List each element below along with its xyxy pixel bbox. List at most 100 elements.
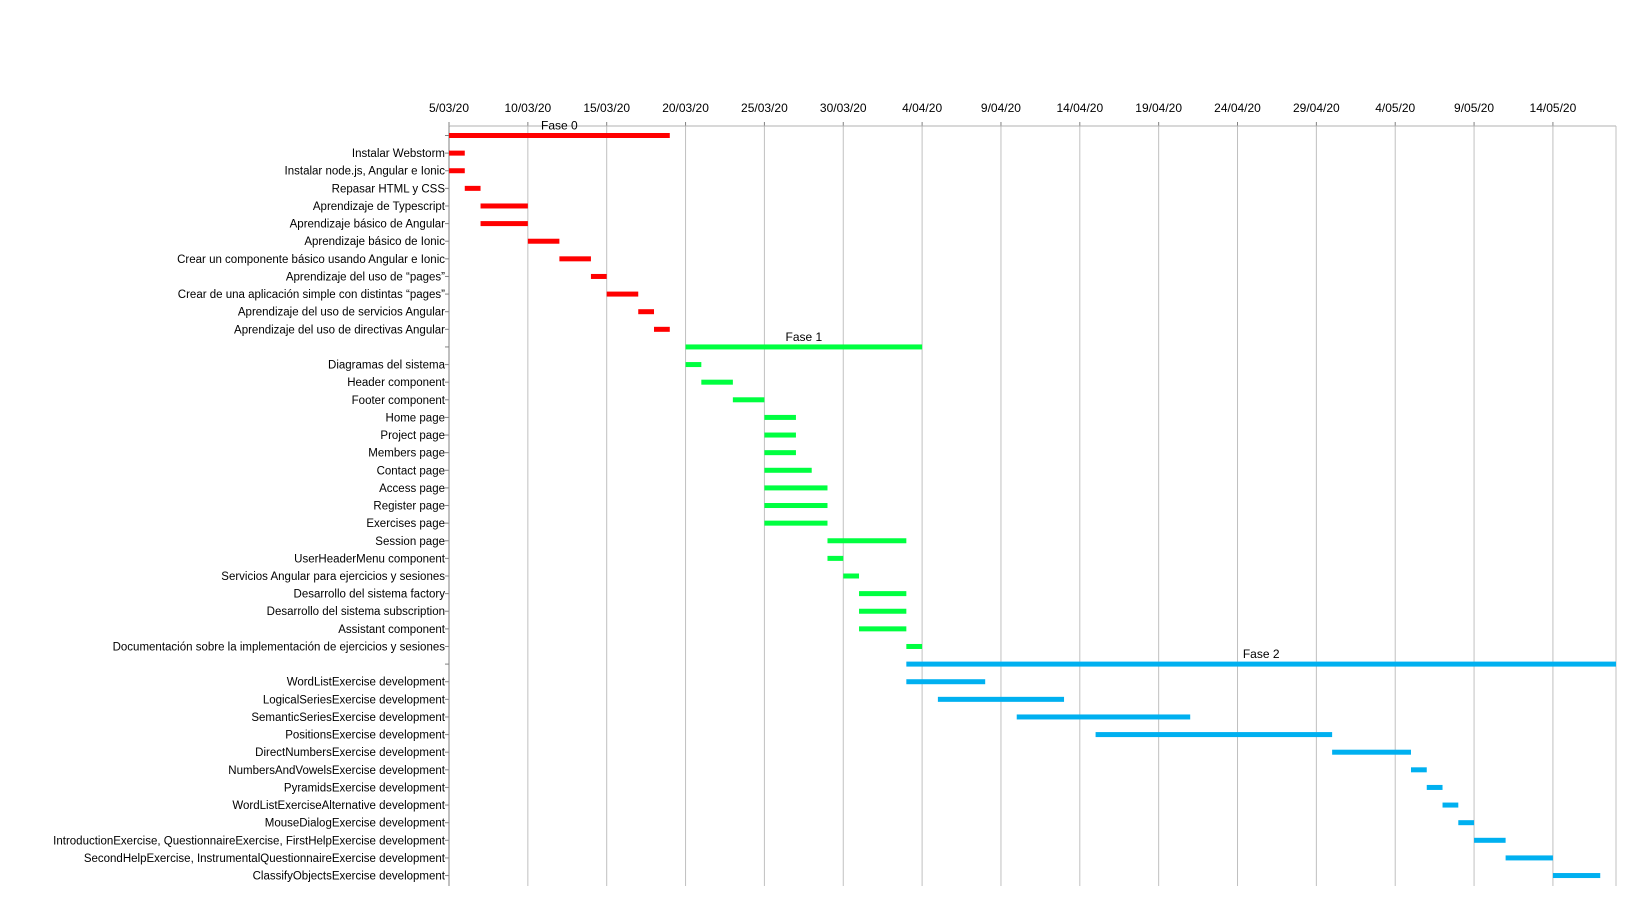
x-tick-label: 10/03/20 xyxy=(504,101,551,115)
task-label: Servicios Angular para ejercicios y sesi… xyxy=(221,571,445,583)
task-bar xyxy=(654,326,670,332)
task-label: Aprendizaje básico de Ionic xyxy=(304,236,445,248)
task-label: Register page xyxy=(373,501,445,513)
task-label: Members page xyxy=(368,448,445,460)
task-label: Aprendizaje del uso de “pages” xyxy=(286,271,445,283)
x-tick-label: 9/04/20 xyxy=(981,101,1021,115)
phase-summary-bar xyxy=(906,661,1616,667)
task-label: Desarrollo del sistema subscription xyxy=(267,606,445,618)
task-bar xyxy=(764,485,828,491)
x-tick-label: 30/03/20 xyxy=(820,101,867,115)
task-bar xyxy=(449,168,465,174)
x-tick-label: 19/04/20 xyxy=(1135,101,1182,115)
phase-bar-label: Fase 0 xyxy=(541,119,578,133)
task-bar xyxy=(1332,749,1411,755)
task-label: DirectNumbersExercise development xyxy=(255,747,446,759)
task-label: WordListExercise development xyxy=(287,677,446,689)
task-bar xyxy=(859,626,907,632)
task-bar xyxy=(638,309,655,315)
x-tick-label: 14/04/20 xyxy=(1056,101,1103,115)
task-bar xyxy=(685,362,702,368)
task-label: Contact page xyxy=(377,465,445,477)
task-bar xyxy=(1458,820,1475,826)
task-label: Header component xyxy=(347,377,446,389)
task-label: IntroductionExercise, QuestionnaireExerc… xyxy=(53,835,446,847)
x-tick-label: 20/03/20 xyxy=(662,101,709,115)
x-tick-label: 4/05/20 xyxy=(1375,101,1415,115)
task-bar xyxy=(590,273,607,279)
task-bar xyxy=(1095,732,1333,738)
task-bar xyxy=(1552,873,1601,879)
task-bar xyxy=(559,256,591,262)
task-bar xyxy=(827,538,907,544)
x-tick-label: 15/03/20 xyxy=(583,101,630,115)
task-label: Aprendizaje de Typescript xyxy=(313,201,446,213)
task-bar xyxy=(1442,802,1459,808)
task-bar xyxy=(843,573,860,579)
task-label: Repasar HTML y CSS xyxy=(332,183,446,195)
phase-bar-label: Fase 1 xyxy=(785,330,822,344)
task-bar xyxy=(480,221,528,227)
x-tick-label: 4/04/20 xyxy=(902,101,942,115)
task-label: Project page xyxy=(380,430,445,442)
task-bar xyxy=(764,503,828,509)
task-bar xyxy=(606,291,639,297)
x-tick-label: 14/05/20 xyxy=(1530,101,1577,115)
x-tick-label: 5/03/20 xyxy=(429,101,469,115)
task-label: MouseDialogExercise development xyxy=(265,818,446,830)
task-bar xyxy=(1505,855,1553,861)
task-label: SemanticSeriesExercise development xyxy=(251,712,445,724)
task-label: Desarrollo del sistema factory xyxy=(294,589,446,601)
task-label: WordListExerciseAlternative development xyxy=(232,800,445,812)
task-bar xyxy=(859,591,907,597)
task-label: Exercises page xyxy=(366,518,445,530)
task-label: Home page xyxy=(386,412,445,424)
task-label: Crear un componente básico usando Angula… xyxy=(177,254,445,266)
x-tick-label: 25/03/20 xyxy=(741,101,788,115)
task-bar xyxy=(1474,837,1506,843)
task-label: ClassifyObjectsExercise development xyxy=(253,871,446,883)
task-bar xyxy=(764,414,796,420)
task-bar xyxy=(480,203,528,209)
task-bar xyxy=(464,185,481,191)
task-bar xyxy=(701,379,733,385)
task-label: Instalar Webstorm xyxy=(352,148,445,160)
task-bar xyxy=(1016,714,1191,720)
task-label: Aprendizaje del uso de servicios Angular xyxy=(238,307,445,319)
task-label: Footer component xyxy=(352,395,446,407)
task-label: Assistant component xyxy=(338,624,446,636)
task-label: Access page xyxy=(379,483,445,495)
task-bar xyxy=(764,520,828,526)
task-bar xyxy=(937,696,1065,702)
task-bar xyxy=(1410,767,1427,773)
task-label: Session page xyxy=(375,536,445,548)
task-bar xyxy=(906,679,986,685)
phase-summary-bar xyxy=(685,344,923,350)
task-bar xyxy=(827,555,844,561)
task-bar xyxy=(764,432,796,438)
x-tick-label: 29/04/20 xyxy=(1293,101,1340,115)
task-bar xyxy=(764,467,812,473)
task-bar xyxy=(1426,784,1443,790)
task-bar xyxy=(732,397,765,403)
phase-bar-label: Fase 2 xyxy=(1243,647,1280,661)
task-label: SecondHelpExercise, InstrumentalQuestion… xyxy=(84,853,446,865)
task-bar xyxy=(527,238,560,244)
phase-summary-bar xyxy=(449,133,670,138)
task-bar xyxy=(859,608,907,614)
task-bar xyxy=(764,450,796,456)
x-tick-label: 9/05/20 xyxy=(1454,101,1494,115)
task-bar xyxy=(906,643,923,649)
task-label: Diagramas del sistema xyxy=(328,360,446,372)
task-label: Documentación sobre la implementación de… xyxy=(113,641,446,653)
task-bar xyxy=(449,150,465,156)
x-tick-label: 24/04/20 xyxy=(1214,101,1261,115)
task-label: Instalar node.js, Angular e Ionic xyxy=(285,166,446,178)
task-label: Aprendizaje básico de Angular xyxy=(290,219,446,231)
task-label: LogicalSeriesExercise development xyxy=(263,694,446,706)
task-label: UserHeaderMenu component xyxy=(294,553,446,565)
task-label: Aprendizaje del uso de directivas Angula… xyxy=(234,324,445,336)
task-label: Crear de una aplicación simple con disti… xyxy=(178,289,445,301)
